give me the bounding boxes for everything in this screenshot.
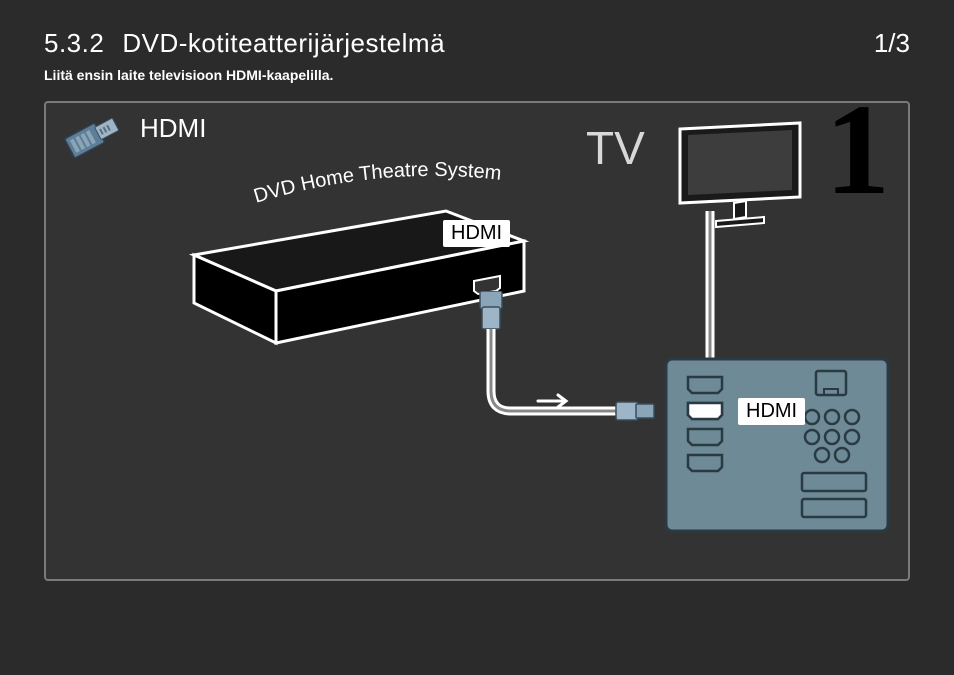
hdmi-label-top: HDMI — [140, 113, 206, 144]
section-title: 5.3.2 DVD-kotiteatterijärjestelmä — [44, 28, 445, 59]
instruction-text: Liitä ensin laite televisioon HDMI-kaape… — [44, 67, 910, 83]
page-number: 1/3 — [874, 28, 910, 59]
hdmi-port-dvd-label: HDMI — [443, 220, 510, 247]
hdmi-connector-icon — [54, 111, 134, 167]
tv-back-panel — [662, 355, 892, 535]
tv-label: TV — [586, 121, 645, 175]
section-number: 5.3.2 — [44, 28, 104, 58]
svg-text:DVD Home Theatre System: DVD Home Theatre System — [251, 161, 502, 208]
tv-icon — [660, 121, 810, 241]
connection-diagram: 1 HDMI TV — [44, 101, 910, 581]
title-text: DVD-kotiteatterijärjestelmä — [122, 28, 445, 58]
header-row: 5.3.2 DVD-kotiteatterijärjestelmä 1/3 — [44, 28, 910, 59]
hdmi-port-tv-label: HDMI — [738, 398, 805, 425]
step-number: 1 — [825, 101, 890, 215]
